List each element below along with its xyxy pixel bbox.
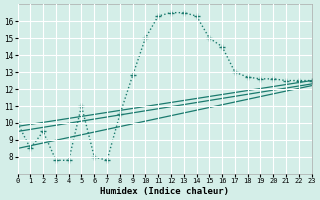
X-axis label: Humidex (Indice chaleur): Humidex (Indice chaleur) [100,187,229,196]
